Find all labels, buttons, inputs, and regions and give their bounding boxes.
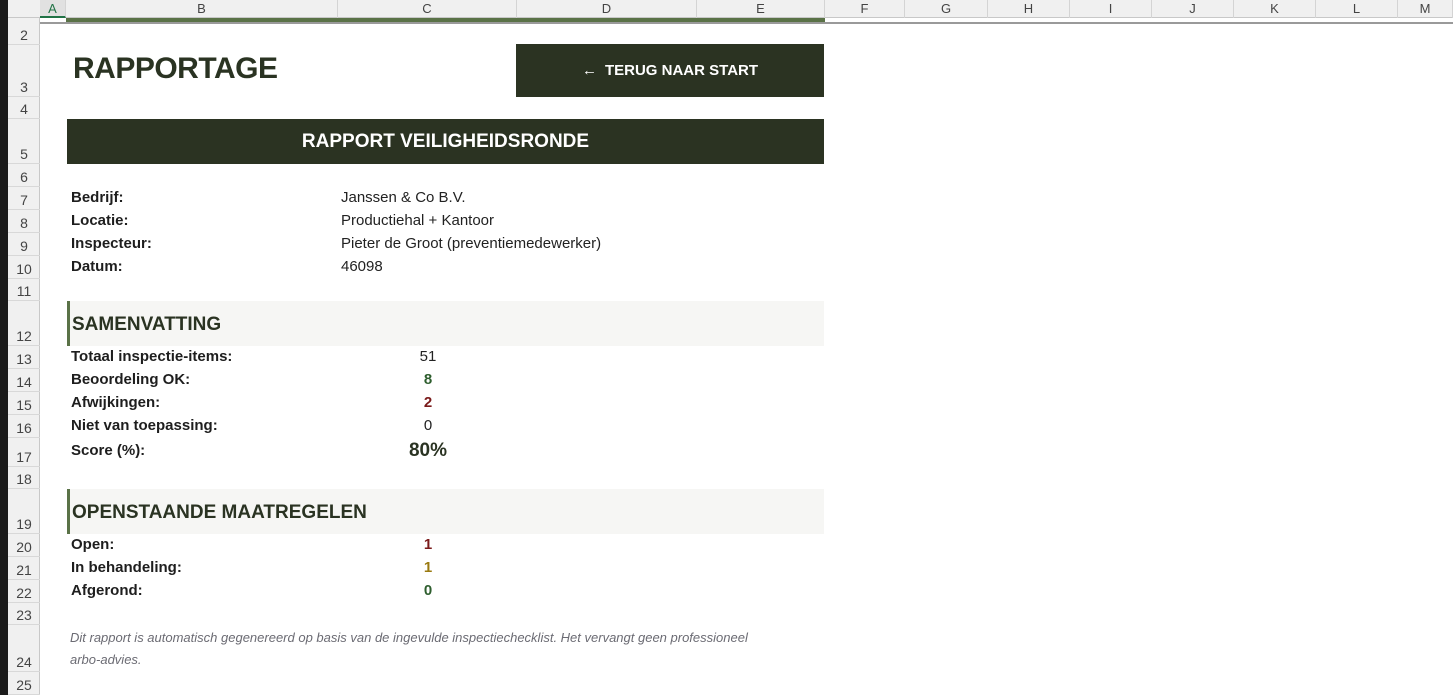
row-header[interactable]: 17 — [8, 438, 40, 467]
column-header[interactable]: C — [338, 0, 517, 18]
measure-label: Open: — [71, 536, 115, 553]
row-header[interactable]: 8 — [8, 210, 40, 233]
info-label-location: Locatie: — [71, 212, 129, 229]
row-header[interactable]: 9 — [8, 233, 40, 256]
summary-heading: SAMENVATTING — [67, 301, 824, 346]
row-header[interactable]: 3 — [8, 45, 40, 97]
column-header[interactable]: G — [905, 0, 988, 18]
row-header[interactable]: 22 — [8, 580, 40, 603]
column-header[interactable]: H — [988, 0, 1070, 18]
report-banner: RAPPORT VEILIGHEIDSRONDE — [67, 119, 824, 164]
column-header[interactable]: M — [1398, 0, 1453, 18]
info-value-company[interactable]: Janssen & Co B.V. — [341, 189, 466, 206]
summary-value[interactable]: 80% — [408, 440, 448, 461]
header-band — [66, 18, 825, 22]
page-title: RAPPORTAGE — [73, 52, 278, 85]
row-header[interactable]: 7 — [8, 187, 40, 210]
column-header[interactable]: F — [825, 0, 905, 18]
row-header[interactable]: 6 — [8, 164, 40, 187]
measure-value[interactable]: 1 — [423, 559, 433, 576]
summary-label: Score (%): — [71, 442, 146, 459]
measures-heading: OPENSTAANDE MAATREGELEN — [67, 489, 824, 534]
row-header[interactable]: 14 — [8, 369, 40, 392]
row-header[interactable]: 19 — [8, 489, 40, 534]
row-headers — [8, 18, 40, 695]
info-label-inspector: Inspecteur: — [71, 235, 152, 252]
measure-value[interactable]: 0 — [423, 582, 433, 599]
measure-label: In behandeling: — [71, 559, 182, 576]
row-header[interactable]: 25 — [8, 672, 40, 695]
measure-value[interactable]: 1 — [423, 536, 433, 553]
disclaimer-note: Dit rapport is automatisch gegenereerd o… — [70, 630, 748, 667]
row-header[interactable]: 4 — [8, 97, 40, 119]
back-button-label: TERUG NAAR START — [604, 62, 759, 79]
row-header[interactable]: 11 — [8, 279, 40, 301]
measure-label: Afgerond: — [71, 582, 143, 599]
back-to-start-button[interactable]: ← TERUG NAAR START — [516, 44, 824, 97]
row-header[interactable]: 24 — [8, 625, 40, 672]
summary-value[interactable]: 2 — [423, 394, 433, 411]
row-header[interactable]: 21 — [8, 557, 40, 580]
summary-value[interactable]: 8 — [423, 371, 433, 388]
row-header[interactable]: 10 — [8, 256, 40, 279]
info-value-inspector[interactable]: Pieter de Groot (preventiemedewerker) — [341, 235, 602, 252]
info-label-date: Datum: — [71, 258, 123, 275]
summary-label: Totaal inspectie-items: — [71, 348, 233, 365]
summary-value[interactable]: 0 — [423, 417, 433, 434]
row-1-divider — [40, 22, 1453, 24]
summary-label: Niet van toepassing: — [71, 417, 218, 434]
summary-label: Beoordeling OK: — [71, 371, 191, 388]
column-header[interactable]: I — [1070, 0, 1152, 18]
row-header[interactable]: 18 — [8, 467, 40, 489]
row-header[interactable]: 2 — [8, 25, 40, 45]
column-header[interactable]: D — [517, 0, 697, 18]
summary-label: Afwijkingen: — [71, 394, 161, 411]
column-header[interactable]: K — [1234, 0, 1316, 18]
row-header[interactable]: 5 — [8, 119, 40, 164]
info-value-date[interactable]: 46098 — [341, 258, 383, 275]
row-header[interactable]: 12 — [8, 301, 40, 346]
column-header[interactable]: A — [40, 0, 66, 18]
row-header[interactable]: 15 — [8, 392, 40, 415]
row-header[interactable]: 16 — [8, 415, 40, 438]
row-header[interactable]: 13 — [8, 346, 40, 369]
info-value-location[interactable]: Productiehal + Kantoor — [341, 212, 495, 229]
row-header[interactable]: 20 — [8, 534, 40, 557]
column-header[interactable]: J — [1152, 0, 1234, 18]
column-header[interactable]: B — [66, 0, 338, 18]
summary-value[interactable]: 51 — [419, 348, 437, 365]
info-label-company: Bedrijf: — [71, 189, 124, 206]
column-header[interactable]: L — [1316, 0, 1398, 18]
left-edge — [0, 0, 8, 695]
column-header[interactable]: E — [697, 0, 825, 18]
row-header[interactable]: 23 — [8, 603, 40, 625]
arrow-left-icon: ← — [581, 62, 597, 79]
